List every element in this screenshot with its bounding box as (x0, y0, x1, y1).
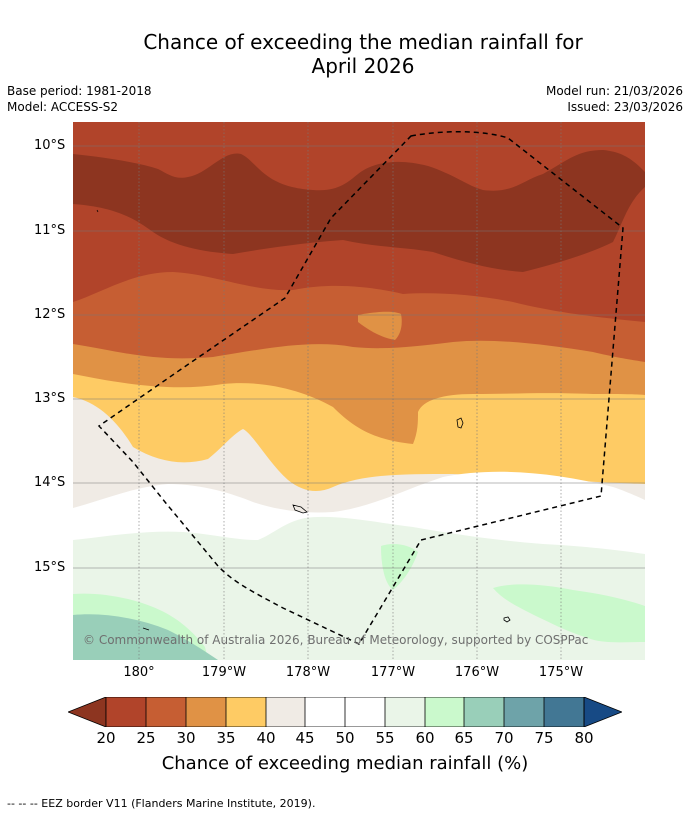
issued-date: Issued: 23/03/2026 (567, 100, 683, 114)
colorbar-60-65 (425, 697, 464, 727)
colorbar-tick-70: 70 (494, 729, 514, 747)
colorbar-tick-60: 60 (415, 729, 435, 747)
colorbar-25-30 (146, 697, 186, 727)
band-60-65-east (493, 584, 645, 643)
colorbar-tick-75: 75 (534, 729, 554, 747)
colorbar-55-60 (385, 697, 425, 727)
colorbar-75-80 (544, 697, 584, 727)
island-northwest (96, 209, 99, 213)
colorbar-tick-35: 35 (216, 729, 236, 747)
island-southeast (503, 616, 511, 623)
patch-30-35-interior (358, 311, 402, 340)
colorbar (66, 696, 624, 731)
colorbar-40-45 (266, 697, 305, 727)
lon-label-180: 180° (123, 665, 155, 680)
base-period: Base period: 1981-2018 (7, 84, 152, 98)
colorbar-45-50 (305, 697, 345, 727)
lat-label-13s: 13°S (34, 391, 66, 406)
rainfall-map (73, 122, 645, 660)
colorbar-tick-65: 65 (454, 729, 474, 747)
colorbar-65-70 (464, 697, 504, 727)
band-65-70 (73, 614, 218, 660)
lon-label-176w: 176°W (454, 665, 500, 680)
colorbar-tick-40: 40 (256, 729, 276, 747)
lat-label-12s: 12°S (34, 307, 66, 322)
title-line-2: April 2026 (311, 54, 415, 78)
colorbar-20-25 (106, 697, 146, 727)
title-line-1: Chance of exceeding the median rainfall … (143, 30, 583, 54)
band-under-20 (73, 150, 645, 272)
colorbar-tick-55: 55 (375, 729, 395, 747)
island-east (456, 417, 464, 429)
lon-label-175w: 175°W (538, 665, 584, 680)
colorbar-tick-45: 45 (295, 729, 315, 747)
lat-label-14s: 14°S (34, 475, 66, 490)
lat-label-11s: 11°S (34, 223, 66, 238)
band-55-60 (73, 516, 645, 660)
map-title: Chance of exceeding the median rainfall … (0, 30, 690, 78)
lon-label-179w: 179°W (201, 665, 247, 680)
island-center (292, 504, 308, 514)
colorbar-arrow-under (66, 696, 107, 728)
lat-label-15s: 15°S (34, 560, 66, 575)
island-southwest (142, 627, 150, 631)
colorbar-30-35 (186, 697, 226, 727)
colorbar-tick-50: 50 (335, 729, 355, 747)
model-name: Model: ACCESS-S2 (7, 100, 119, 114)
copyright-notice: © Commonwealth of Australia 2026, Bureau… (83, 633, 589, 647)
meta-left: Base period: 1981-2018 Model: ACCESS-S2 (7, 83, 152, 115)
lon-label-178w: 178°W (285, 665, 331, 680)
colorbar-50-55 (345, 697, 385, 727)
colorbar-tick-30: 30 (176, 729, 196, 747)
colorbar-arrow-over (583, 696, 624, 728)
lon-label-177w: 177°W (370, 665, 416, 680)
colorbar-tick-20: 20 (96, 729, 116, 747)
meta-right: Model run: 21/03/2026 Issued: 23/03/2026 (546, 83, 683, 115)
colorbar-tick-25: 25 (136, 729, 156, 747)
lat-label-10s: 10°S (34, 138, 66, 153)
model-run: Model run: 21/03/2026 (545, 84, 683, 98)
colorbar-tick-80: 80 (574, 729, 594, 747)
colorbar-title: Chance of exceeding median rainfall (%) (161, 753, 529, 774)
colorbar-35-40 (226, 697, 266, 727)
eez-border (97, 131, 624, 645)
band-60-65-center (381, 544, 418, 590)
colorbar-70-75 (504, 697, 544, 727)
eez-legend-note: -- -- -- EEZ border V11 (Flanders Marine… (7, 797, 316, 810)
